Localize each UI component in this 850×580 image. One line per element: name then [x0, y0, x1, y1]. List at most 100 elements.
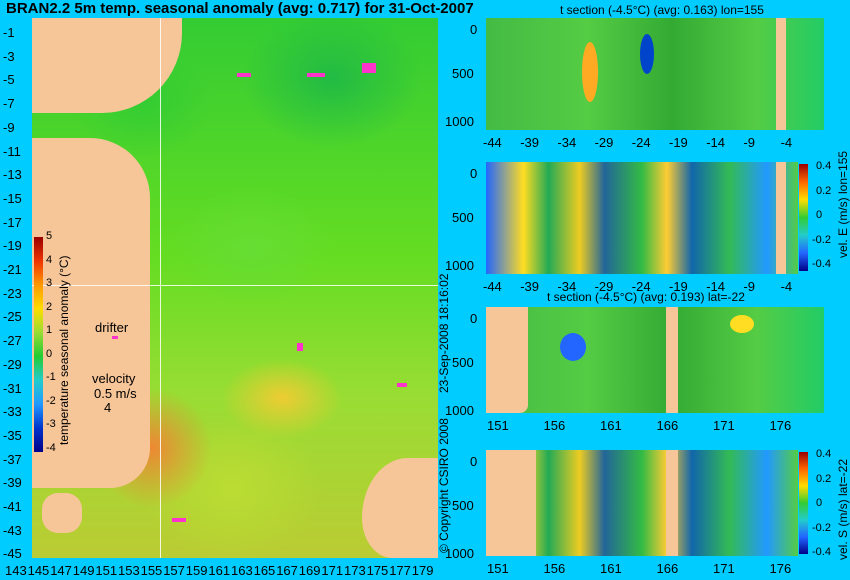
map-colorbar-tick: -2 [46, 394, 56, 407]
panel4-lon-tick: 176 [769, 561, 792, 576]
map-x-tick: 161 [208, 563, 231, 578]
map-x-tick: 167 [276, 563, 298, 578]
map-x-tick: 163 [231, 563, 253, 578]
panel3-depth-tick: 1000 [445, 403, 474, 418]
map-y-tick: -5 [3, 72, 15, 88]
panel2-depth-tick: 500 [452, 210, 474, 225]
panel1-lat-tick: -39 [520, 135, 539, 150]
panel2-colorbar-tick: 0.2 [816, 184, 832, 197]
tasmania-land [42, 493, 82, 533]
panel3-lon-tick: 161 [600, 418, 622, 433]
drifter-marker [397, 383, 407, 387]
panel2-colorbar-label: vel. E (m/s) lon=155 [836, 150, 850, 258]
panel4-lon-tick: 171 [713, 561, 735, 576]
map-y-tick: -7 [3, 96, 15, 112]
panel1-anomaly-warm [582, 42, 598, 102]
map-y-tick: -27 [3, 333, 22, 349]
map-x-tick: 175 [366, 563, 389, 578]
panel2-depth-tick: 1000 [445, 258, 474, 273]
map-y-tick: -1 [3, 25, 15, 40]
drifter-label: drifter [95, 320, 129, 335]
panel1-lat-tick: -4 [780, 135, 793, 150]
panel4-colorbar-tick: -0.4 [812, 546, 831, 558]
panel3-lat-tick: -24 [631, 279, 651, 294]
panel3-lon-tick: 156 [543, 418, 566, 433]
panel1-title: t section (-4.5°C) (avg: 0.163) lon=155 [560, 3, 764, 17]
panel3-lon-tick: 176 [769, 418, 792, 433]
map-x-tick: 143 [5, 563, 27, 578]
panel3-land-gap [666, 307, 678, 413]
map-y-tick: -39 [3, 475, 22, 491]
panel4-colorbar-tick: 0.2 [816, 472, 832, 485]
map-y-tick: -37 [3, 451, 22, 467]
panel3-lat-tick: -39 [520, 279, 539, 294]
panel1-land-gap [776, 18, 786, 130]
map-x-tick: 171 [321, 563, 344, 578]
map-colorbar-label: temperature seasonal anomaly (°C) [57, 255, 71, 445]
map-y-tick: -29 [3, 356, 22, 372]
panel2-colorbar [799, 164, 808, 271]
velocity-value: 0.5 m/s [94, 386, 137, 401]
map-y-tick: -11 [3, 143, 21, 159]
map-y-tick: -43 [3, 522, 22, 538]
panel3-depth-tick: 500 [452, 355, 474, 370]
panel3-lat-tick: -44 [483, 279, 502, 294]
panel3-lat-tick: -19 [669, 279, 688, 294]
australia-land [32, 138, 150, 488]
panel4-lon-tick: 156 [543, 561, 566, 576]
map-colorbar-tick: 1 [46, 324, 53, 336]
velocity-label: velocity [92, 371, 136, 386]
drifter-marker [237, 73, 251, 77]
panel2-colorbar-tick: 0 [816, 209, 823, 221]
panel2-colorbar-tick: 0.4 [816, 160, 832, 172]
panel3-lat-tick: -14 [706, 279, 725, 294]
panel1-lat-tick: -34 [557, 135, 577, 150]
map-y-tick: -15 [3, 190, 22, 206]
new-zealand-land [362, 458, 438, 558]
map-y-tick: -35 [3, 427, 22, 443]
panel2-depth-tick: 0 [470, 166, 478, 181]
panel3-lat-tick: -34 [557, 279, 577, 294]
panel3-lon-tick: 171 [713, 418, 735, 433]
panel1-lat-tick: -24 [631, 135, 651, 150]
map-x-tick: 155 [140, 563, 163, 578]
map-x-tick: 177 [389, 563, 411, 578]
map-y-tick: -9 [3, 119, 15, 135]
map-y-tick: -45 [3, 546, 22, 562]
panel2-land-gap [776, 162, 786, 274]
panel4-south-velocity-lat22 [486, 450, 798, 556]
panel4-colorbar [799, 452, 808, 554]
drifter-marker [172, 518, 186, 522]
panel3-anomaly-cold [560, 333, 586, 361]
panel4-land-coast [486, 450, 536, 556]
map-y-tick: -3 [3, 48, 15, 64]
panel1-lat-tick: -44 [483, 135, 502, 150]
panel4-colorbar-tick: 0 [816, 497, 823, 509]
panel3-lat-tick: -9 [743, 279, 755, 294]
map-y-tick: -31 [3, 380, 22, 396]
crosshair-vertical [160, 18, 161, 558]
panel1-depth-tick: 500 [452, 66, 474, 81]
anomaly-map: drifter velocity 0.5 m/s 4 [32, 18, 438, 558]
map-y-tick: -33 [3, 404, 22, 420]
map-x-tick: 179 [411, 563, 434, 578]
map-y-tick: -23 [3, 285, 22, 301]
panel4-land-gap [666, 450, 678, 556]
crosshair-horizontal [32, 285, 438, 286]
map-colorbar-tick: -3 [46, 418, 56, 430]
map-x-tick: 173 [344, 563, 366, 578]
velocity-extra: 4 [104, 400, 112, 415]
page-title: BRAN2.2 5m temp. seasonal anomaly (avg: … [6, 0, 474, 17]
map-x-tick: 147 [50, 563, 72, 578]
map-y-tick: -25 [3, 309, 22, 325]
panel1-lat-tick: -29 [594, 135, 614, 150]
panel1-anomaly-cold [640, 34, 654, 74]
panel4-depth-tick: 1000 [445, 546, 474, 561]
panel4-depth-tick: 500 [452, 498, 474, 513]
panel3-depth-tick: 0 [470, 311, 478, 326]
map-x-tick: 159 [185, 563, 208, 578]
map-x-tick: 169 [298, 563, 321, 578]
panel2-east-velocity-lon155 [486, 162, 798, 274]
map-x-tick: 165 [253, 563, 276, 578]
map-y-tick: -41 [3, 499, 22, 514]
